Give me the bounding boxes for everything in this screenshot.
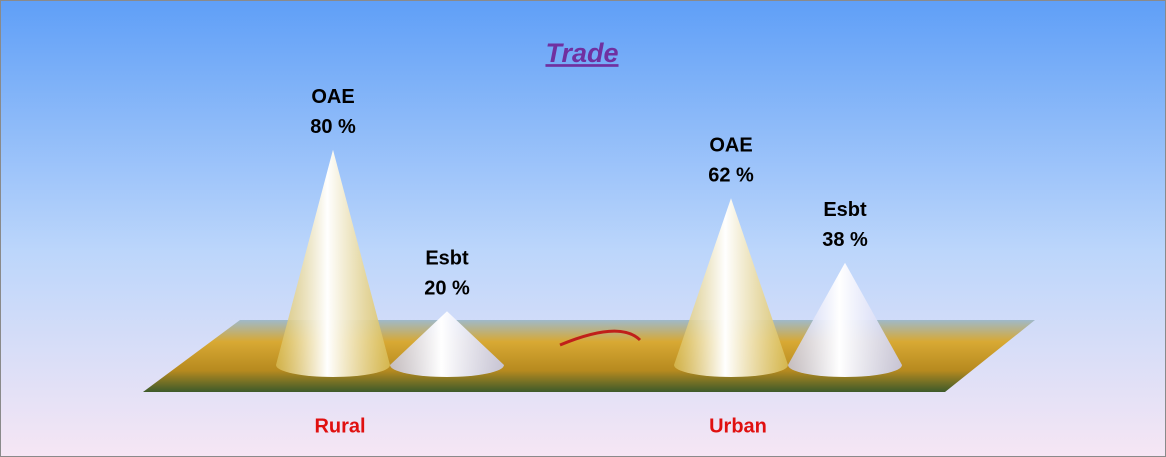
cone bbox=[390, 311, 504, 377]
data-label: 38 % bbox=[822, 229, 868, 251]
x-tick-label: Rural bbox=[314, 415, 365, 437]
series-label: Esbt bbox=[823, 199, 867, 221]
cone bbox=[276, 149, 390, 377]
cone bbox=[788, 262, 902, 377]
chart-title: Trade bbox=[545, 38, 618, 68]
x-tick-label: Urban bbox=[709, 415, 767, 437]
data-label: 20 % bbox=[424, 277, 470, 299]
series-label: Esbt bbox=[425, 247, 469, 269]
floor bbox=[143, 320, 1035, 392]
data-label: 80 % bbox=[310, 116, 356, 138]
floor-decoration bbox=[559, 329, 642, 347]
cone bbox=[674, 198, 788, 377]
data-label: 62 % bbox=[708, 165, 754, 187]
series-label: OAE bbox=[709, 135, 752, 157]
series-label: OAE bbox=[311, 86, 354, 108]
